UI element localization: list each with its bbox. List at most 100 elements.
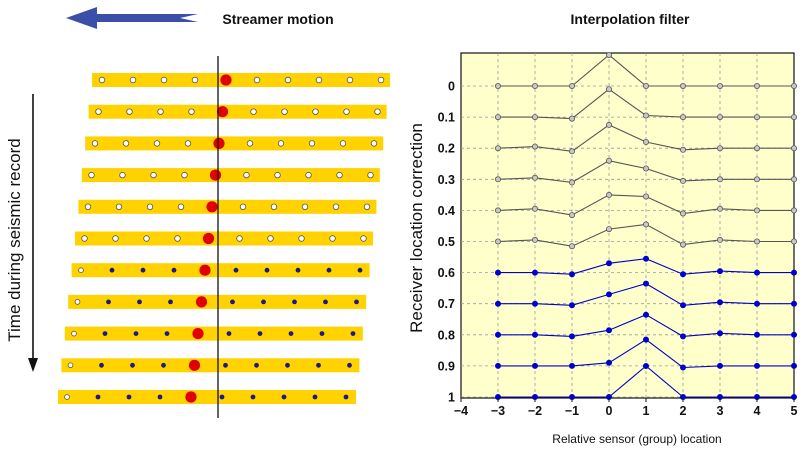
receiver-dot [157,394,163,400]
series-point [494,145,501,152]
highlighted-receiver-dot [216,106,229,118]
series-point [606,191,613,198]
receiver-dot [288,331,294,336]
series-point [717,330,724,337]
streamer-bar [61,358,360,373]
receiver-dot [230,299,235,305]
receiver-dot [305,171,312,179]
x-tick-label: −2 [528,404,542,418]
series-point [754,331,761,338]
series-point [606,291,613,298]
x-tick-label: 2 [680,404,687,418]
receiver-dot [133,331,139,336]
receiver-dot [339,140,347,147]
receiver-dot [119,171,126,179]
series-point [606,86,613,93]
streamer-bar [88,104,387,119]
y-tick-label: 0.1 [438,111,455,125]
receiver-dot [350,331,356,336]
x-tick-label: 0 [606,404,613,418]
series-point [532,143,539,150]
series-point [606,327,613,334]
series-point [754,176,761,183]
series-point [791,300,798,307]
receiver-dot [184,140,192,147]
series-point [754,145,761,152]
series-point [532,114,539,121]
receiver-dot [246,140,254,147]
series-point [717,299,724,306]
time-arrow-head-icon [28,358,38,372]
series-point [717,268,724,275]
receiver-dot [106,299,111,305]
highlighted-receiver-dot [199,264,211,276]
series-point [643,193,650,200]
receiver-dot [168,299,173,305]
series-point [532,236,539,243]
receiver-dot [295,267,301,273]
series-point [569,212,576,219]
series-point [717,236,724,243]
receiver-dot [181,171,188,179]
series-point [791,362,798,369]
x-tick-label: 4 [754,404,761,418]
series-point [791,114,798,121]
streamer-bar [68,294,367,309]
receiver-dot [360,235,367,242]
streamer-motion-title: Streamer motion [222,11,333,27]
series-point [569,302,576,309]
series-point [569,83,576,90]
streamer-bar [92,73,390,87]
receiver-dot [363,203,371,210]
series-point [494,207,501,214]
highlighted-receiver-dot [209,169,222,181]
receiver-dot [74,299,81,305]
highlighted-receiver-dot [213,137,225,149]
x-axis-label: Relative sensor (group) location [552,432,721,446]
receiver-dot [243,171,250,179]
series-point [569,362,576,369]
series-point [569,148,576,155]
series-point [569,271,576,278]
receiver-dot [308,140,316,147]
y-tick-label: 0 [448,80,455,94]
receiver-dot [188,108,195,115]
series-point [680,302,687,309]
series-point [494,238,501,245]
y-tick-label: 1 [448,391,455,405]
series-point [494,331,501,338]
receiver-dot [347,362,352,368]
receiver-dot [323,299,328,305]
series-point [494,300,501,307]
receiver-dot [254,362,259,368]
receiver-dot [219,394,225,400]
series-point [569,333,576,340]
series-point [791,145,798,152]
receiver-dot [298,235,305,242]
series-point [680,146,687,153]
receiver-dot [357,267,363,273]
y-tick-label: 0.7 [438,297,455,311]
receiver-dot [130,362,135,368]
receiver-dot [157,108,164,115]
chart-title: Interpolation filter [571,11,691,27]
series-point [791,207,798,214]
receiver-dot [343,394,349,400]
series-point [643,280,650,287]
receiver-dot [367,171,374,179]
highlighted-receiver-dot [206,201,218,213]
series-point [569,243,576,250]
series-point [569,179,576,186]
receiver-dot [174,235,181,242]
x-tick-label: 3 [717,404,724,418]
series-point [791,238,798,245]
receiver-dot [91,140,99,147]
highlighted-receiver-dot [195,296,208,308]
series-point [791,331,798,338]
x-tick-labels: −4 −3 −2 −1 0 1 2 3 4 5 [454,398,798,418]
series-point [680,114,687,121]
highlighted-receiver-dot [192,328,204,340]
receiver-dot [164,331,170,336]
receiver-dot [257,331,263,336]
